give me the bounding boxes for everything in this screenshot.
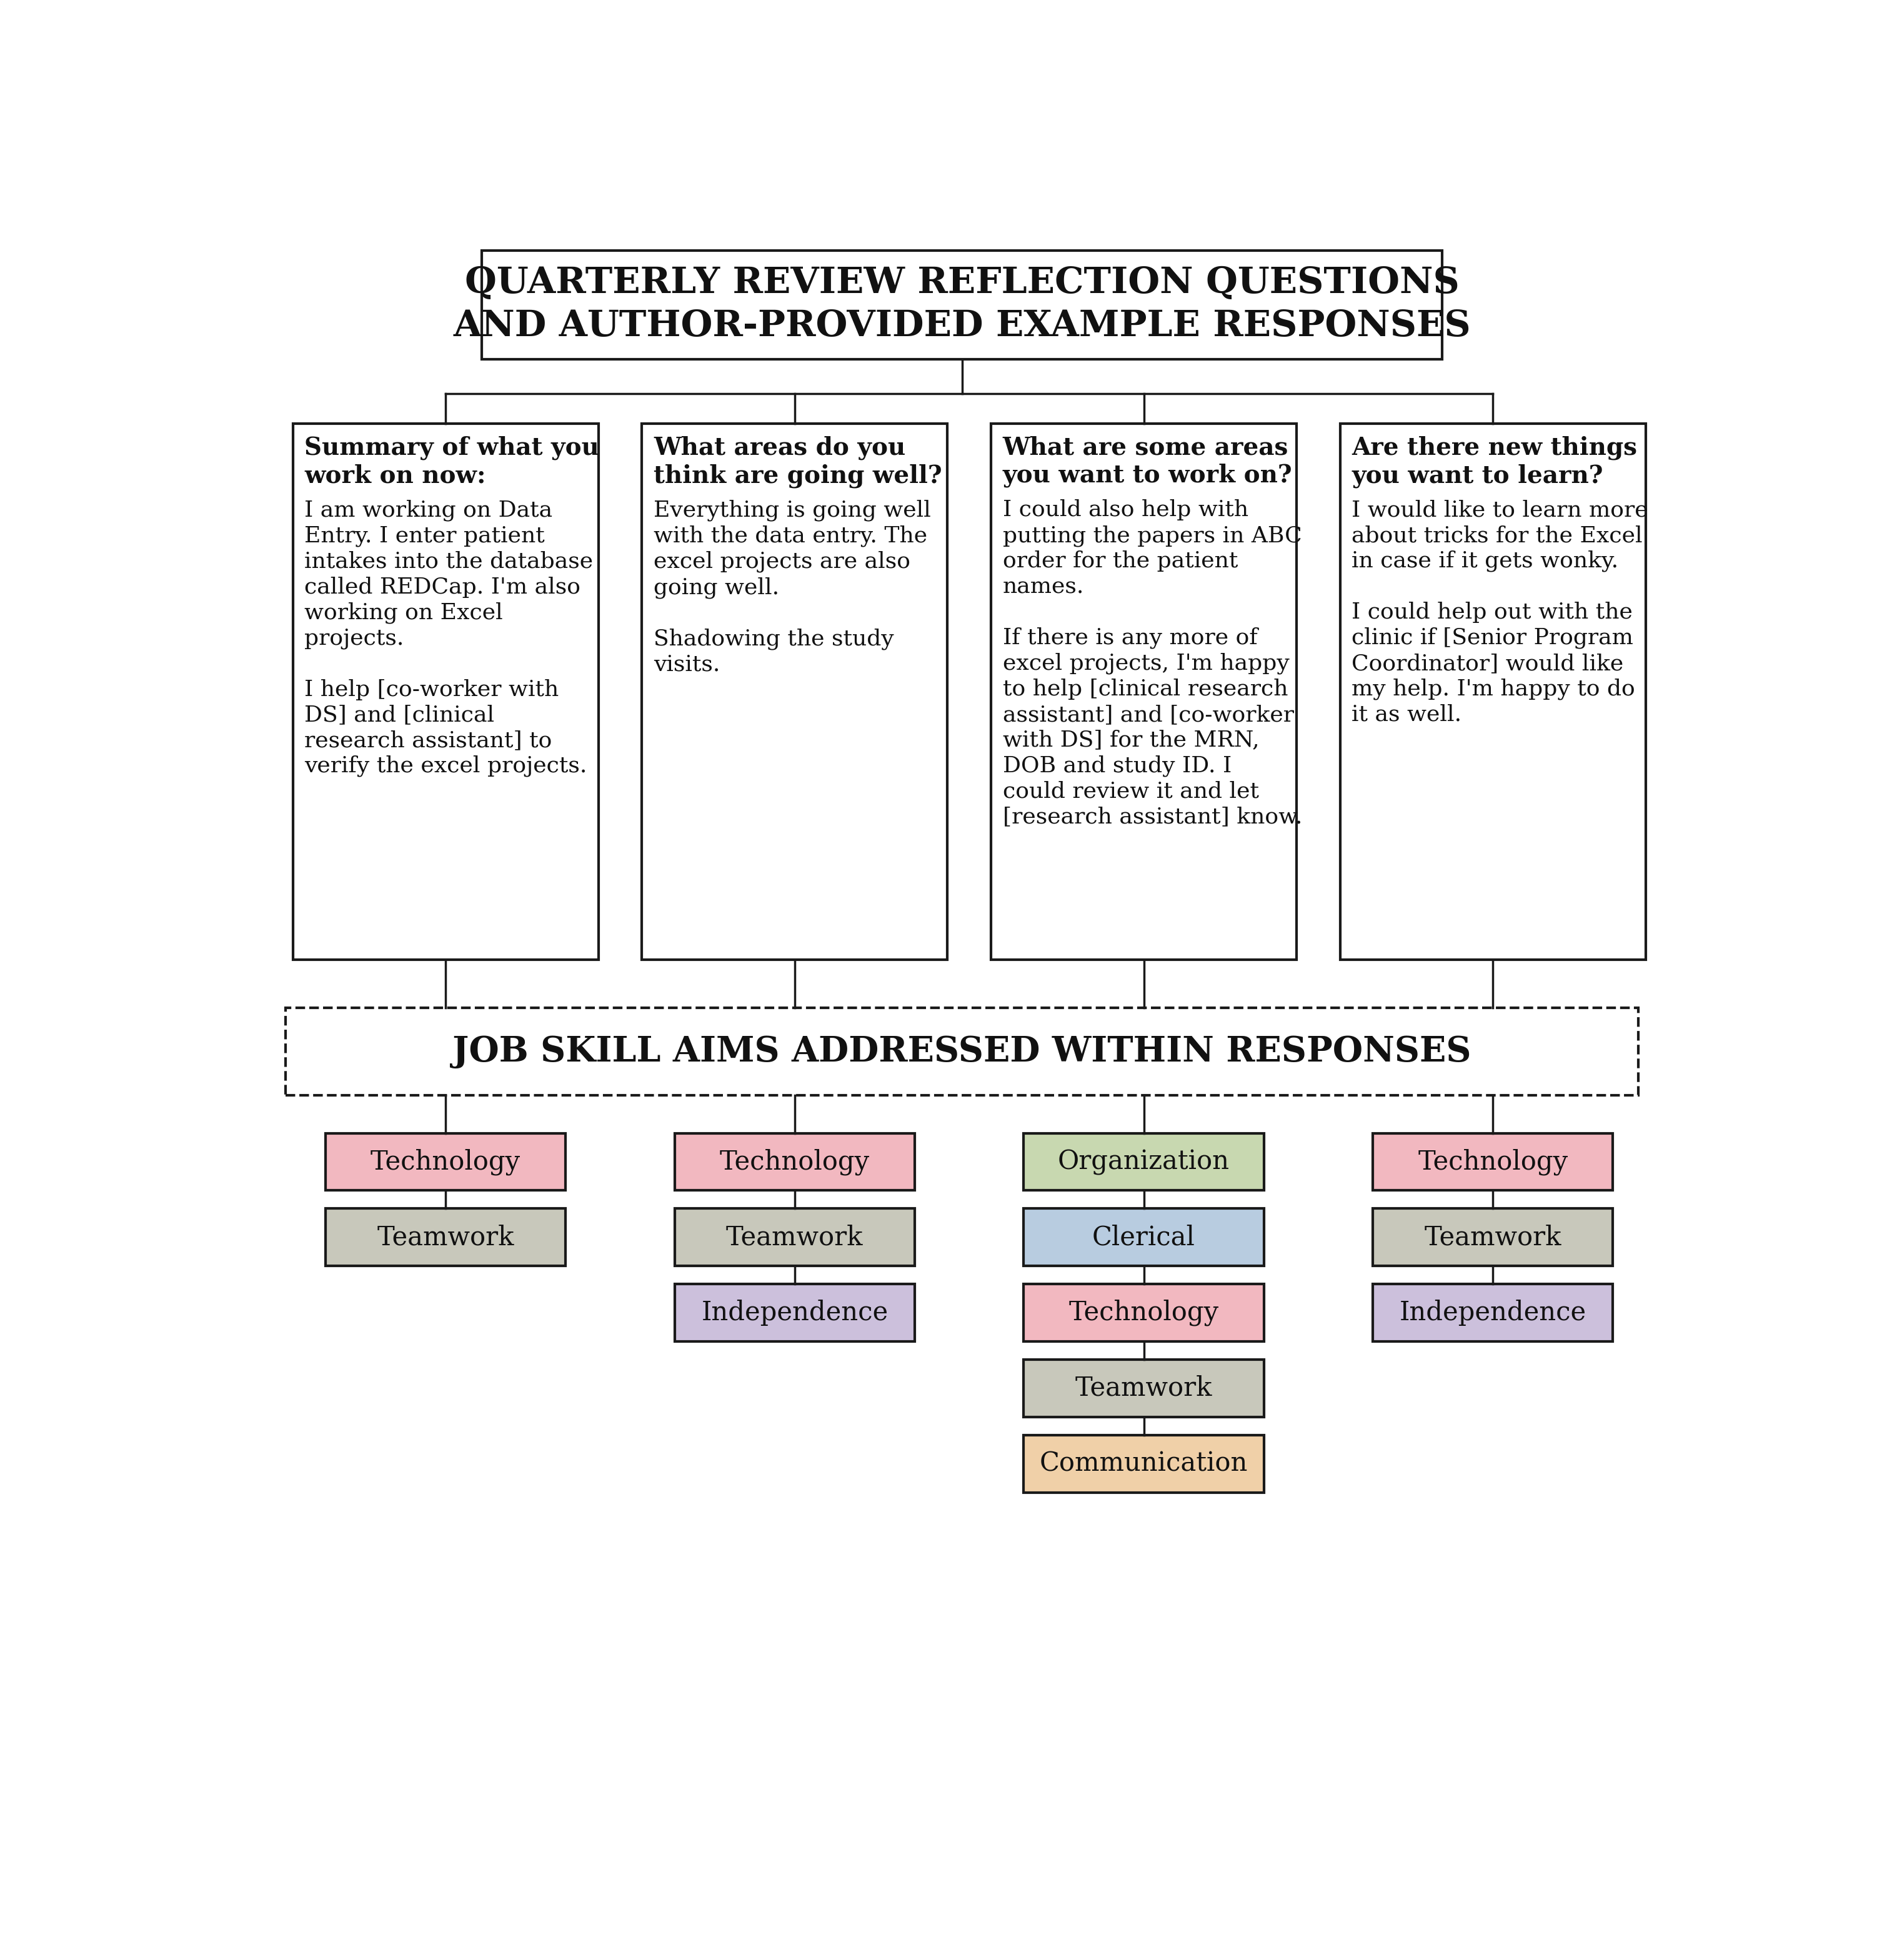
FancyBboxPatch shape <box>1023 1435 1263 1492</box>
Text: Teamwork: Teamwork <box>377 1225 514 1250</box>
Text: Clerical: Clerical <box>1092 1225 1196 1250</box>
Text: Technology: Technology <box>1068 1299 1218 1327</box>
FancyBboxPatch shape <box>674 1209 914 1266</box>
FancyBboxPatch shape <box>1023 1360 1263 1417</box>
Text: Independence: Independence <box>702 1299 888 1325</box>
FancyBboxPatch shape <box>325 1133 565 1190</box>
Text: Teamwork: Teamwork <box>1076 1376 1213 1401</box>
FancyBboxPatch shape <box>482 251 1442 359</box>
Text: I would like to learn more
about tricks for the Excel
in case if it gets wonky.
: I would like to learn more about tricks … <box>1351 500 1648 725</box>
FancyBboxPatch shape <box>285 1007 1639 1096</box>
FancyBboxPatch shape <box>1023 1284 1263 1341</box>
FancyBboxPatch shape <box>674 1133 914 1190</box>
Text: JOB SKILL AIMS ADDRESSED WITHIN RESPONSES: JOB SKILL AIMS ADDRESSED WITHIN RESPONSE… <box>452 1035 1472 1068</box>
FancyBboxPatch shape <box>325 1209 565 1266</box>
Text: Technology: Technology <box>719 1149 869 1176</box>
Text: I am working on Data
Entry. I enter patient
intakes into the database
called RED: I am working on Data Entry. I enter pati… <box>304 500 593 776</box>
Text: Are there new things
you want to learn?: Are there new things you want to learn? <box>1351 435 1637 488</box>
Text: Everything is going well
with the data entry. The
excel projects are also
going : Everything is going well with the data e… <box>653 500 931 674</box>
FancyBboxPatch shape <box>1023 1133 1263 1190</box>
Text: Technology: Technology <box>1417 1149 1567 1176</box>
FancyBboxPatch shape <box>1372 1284 1612 1341</box>
FancyBboxPatch shape <box>1372 1209 1612 1266</box>
Text: Independence: Independence <box>1400 1299 1586 1325</box>
FancyBboxPatch shape <box>642 423 948 960</box>
Text: Technology: Technology <box>370 1149 520 1176</box>
Text: QUARTERLY REVIEW REFLECTION QUESTIONS
AND AUTHOR-PROVIDED EXAMPLE RESPONSES: QUARTERLY REVIEW REFLECTION QUESTIONS AN… <box>452 265 1472 343</box>
Text: Organization: Organization <box>1059 1149 1229 1174</box>
Text: What areas do you
think are going well?: What areas do you think are going well? <box>653 435 942 488</box>
FancyBboxPatch shape <box>293 423 599 960</box>
Text: What are some areas
you want to work on?: What are some areas you want to work on? <box>1002 435 1293 488</box>
FancyBboxPatch shape <box>1023 1209 1263 1266</box>
FancyBboxPatch shape <box>1340 423 1646 960</box>
Text: I could also help with
putting the papers in ABC
order for the patient
names.

I: I could also help with putting the paper… <box>1002 500 1303 827</box>
Text: Teamwork: Teamwork <box>1425 1225 1562 1250</box>
FancyBboxPatch shape <box>991 423 1297 960</box>
Text: Communication: Communication <box>1040 1450 1248 1476</box>
Text: Teamwork: Teamwork <box>726 1225 863 1250</box>
FancyBboxPatch shape <box>1372 1133 1612 1190</box>
Text: Summary of what you
work on now:: Summary of what you work on now: <box>304 435 599 488</box>
FancyBboxPatch shape <box>674 1284 914 1341</box>
